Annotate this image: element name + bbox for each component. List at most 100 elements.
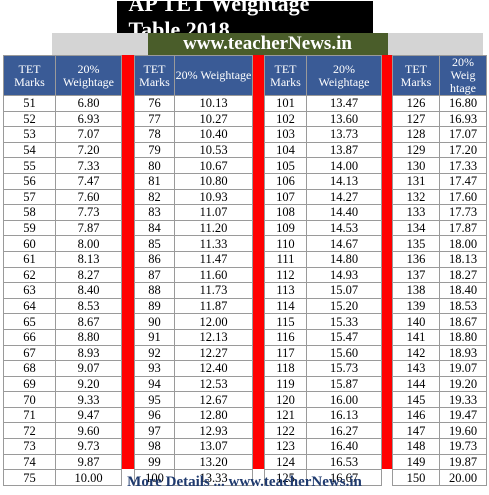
weightage-cell: 16.00 [306,391,382,408]
table-row: 116 15.47 [264,328,382,346]
weightage-cell: 19.33 [439,391,487,408]
table-row: 109 14.53 [264,219,382,237]
header-weightage: 20% Weig htage [439,55,487,96]
table-row: 97 12.93 [134,422,253,440]
weightage-cell: 17.33 [439,157,487,174]
header-tet-marks: TET Marks [392,55,440,96]
weightage-cell: 8.27 [55,266,122,284]
weightage-cell: 12.00 [174,313,253,330]
tet-marks-cell: 86 [134,250,175,268]
tet-marks-cell: 103 [264,126,307,143]
weightage-cell: 17.20 [439,141,487,159]
footer-link[interactable]: More Details ... www.teacherNews.in [127,474,362,490]
weightage-cell: 12.93 [174,422,253,440]
weightage-cell: 14.00 [306,157,382,174]
weightage-cell: 13.33 [174,469,253,486]
weightage-cell: 18.40 [439,282,487,299]
weightage-table-1: TET Marks 20% Weightage 51 6.80 52 6.93 53 7.… [3,55,122,486]
weightage-cell: 20.00 [439,469,487,486]
weightage-cell: 13.47 [306,95,382,112]
table-row: 99 13.20 [134,453,253,471]
tet-marks-cell: 137 [392,266,440,284]
table-row: 66 8.80 [3,328,122,346]
table-row: 93 12.40 [134,360,253,377]
table-row: 94 12.53 [134,375,253,393]
tet-marks-cell: 109 [264,219,307,237]
table-row: 89 11.87 [134,297,253,315]
tet-marks-cell: 71 [3,406,56,424]
weightage-cell: 8.53 [55,297,122,315]
tet-marks-cell: 110 [264,235,307,252]
tet-marks-cell: 70 [3,391,56,408]
tet-marks-cell: 62 [3,266,56,284]
weightage-cell: 16.53 [306,453,382,471]
weightage-cell: 15.73 [306,360,382,377]
weightage-cell: 12.53 [174,375,253,393]
tet-marks-cell: 149 [392,453,440,471]
weightage-cell: 8.00 [55,235,122,252]
weightage-cell: 11.73 [174,282,253,299]
weightage-cell: 15.60 [306,344,382,362]
weightage-cell: 10.67 [174,157,253,174]
weightage-cell: 16.93 [439,110,487,128]
table-row: 126 16.80 [392,95,487,112]
table-row: 146 19.47 [392,406,487,424]
tet-marks-cell: 91 [134,328,175,346]
table-row: 62 8.27 [3,266,122,284]
table-row: 78 10.40 [134,126,253,143]
table-row: 61 8.13 [3,250,122,268]
table-row: 132 17.60 [392,188,487,206]
weightage-cell: 18.13 [439,250,487,268]
table-row: 118 15.73 [264,360,382,377]
weightage-cell: 11.60 [174,266,253,284]
weightage-cell: 19.47 [439,406,487,424]
table-row: 52 6.93 [3,110,122,128]
tet-marks-cell: 104 [264,141,307,159]
table-row: 82 10.93 [134,188,253,206]
tet-marks-cell: 144 [392,375,440,393]
tet-marks-cell: 61 [3,250,56,268]
weightage-cell: 10.00 [55,469,122,486]
table-row: 81 10.80 [134,172,253,190]
tet-marks-cell: 130 [392,157,440,174]
tet-marks-cell: 80 [134,157,175,174]
table-row: 121 16.13 [264,406,382,424]
tet-marks-cell: 148 [392,438,440,455]
weightage-cell: 12.27 [174,344,253,362]
weightage-cell: 14.67 [306,235,382,252]
weightage-cell: 11.47 [174,250,253,268]
weightage-cell: 18.00 [439,235,487,252]
table-row: 59 7.87 [3,219,122,237]
weightage-cell: 10.80 [174,172,253,190]
table-row: 149 19.87 [392,453,487,471]
tet-marks-cell: 145 [392,391,440,408]
tet-marks-cell: 123 [264,438,307,455]
tet-marks-cell: 116 [264,328,307,346]
table-row: 85 11.33 [134,235,253,252]
tet-marks-cell: 69 [3,375,56,393]
tet-marks-cell: 119 [264,375,307,393]
table-row: 100 13.33 [134,469,253,486]
table-row: 64 8.53 [3,297,122,315]
tet-marks-cell: 96 [134,406,175,424]
header-weightage: 20% Weightage [174,55,253,96]
tet-marks-cell: 111 [264,250,307,268]
weightage-cell: 14.40 [306,204,382,221]
weightage-cell: 13.73 [306,126,382,143]
tet-marks-cell: 60 [3,235,56,252]
tet-marks-cell: 120 [264,391,307,408]
tet-marks-cell: 150 [392,469,440,486]
table-row: 103 13.73 [264,126,382,143]
tet-marks-cell: 106 [264,172,307,190]
weightage-cell: 10.27 [174,110,253,128]
weightage-cell: 10.93 [174,188,253,206]
weightage-cell: 13.87 [306,141,382,159]
weightage-cell: 11.20 [174,219,253,237]
table-row: 74 9.87 [3,453,122,471]
tet-marks-cell: 113 [264,282,307,299]
weightage-cell: 19.87 [439,453,487,471]
weightage-cell: 6.80 [55,95,122,112]
weightage-cell: 7.47 [55,172,122,190]
table-row: 113 15.07 [264,282,382,299]
tet-marks-cell: 146 [392,406,440,424]
